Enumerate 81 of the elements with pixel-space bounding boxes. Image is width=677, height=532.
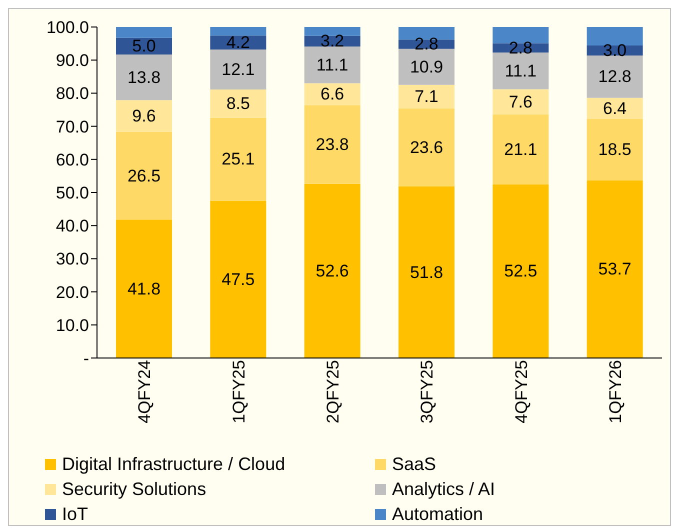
bar — [492, 114, 549, 184]
data-label: 11.1 — [316, 55, 348, 74]
x-tick-label: 1QFY25 — [229, 360, 248, 424]
data-label: 52.6 — [316, 261, 349, 280]
bar — [492, 184, 549, 358]
data-label: 18.5 — [598, 140, 632, 160]
bar — [492, 89, 549, 114]
data-label: 11.1 — [504, 61, 537, 80]
data-label: 6.6 — [320, 84, 344, 104]
data-label: 12.1 — [222, 60, 255, 80]
bar — [116, 100, 172, 132]
data-label: 41.8 — [127, 279, 161, 298]
bar — [116, 27, 172, 38]
data-label: 10.9 — [410, 57, 444, 76]
y-tick-label: 70.0 — [56, 117, 89, 136]
data-label: 47.5 — [222, 270, 255, 289]
bar — [492, 27, 549, 44]
y-tick-label: - — [83, 349, 89, 368]
data-label: 13.8 — [127, 68, 161, 87]
data-label: 21.1 — [504, 140, 538, 159]
data-label: 5.0 — [132, 36, 156, 56]
legend-label: Automation — [392, 504, 484, 525]
bar — [586, 119, 643, 180]
bar — [210, 200, 266, 358]
data-label: 7.6 — [508, 92, 532, 112]
data-label: 3.0 — [603, 41, 627, 60]
legend-label: Analytics / AI — [392, 479, 496, 500]
data-label: 53.7 — [598, 260, 632, 279]
y-tick-label: 20.0 — [56, 282, 89, 302]
x-tick-label: 4QFY24 — [135, 360, 154, 424]
bar — [586, 180, 643, 358]
y-tick-label: 50.0 — [56, 184, 89, 203]
bar — [398, 108, 454, 187]
data-label: 12.8 — [598, 67, 632, 86]
data-label: 23.6 — [410, 138, 444, 157]
data-label: 9.6 — [132, 106, 156, 126]
data-label: 6.4 — [603, 98, 627, 118]
bar — [210, 27, 266, 36]
data-label: 8.5 — [226, 94, 250, 114]
x-tick-label: 1QFY26 — [606, 360, 625, 424]
bar — [398, 48, 454, 85]
bar — [304, 27, 360, 36]
legend-label: IoT — [62, 504, 88, 525]
x-tick-label: 2QFY25 — [323, 360, 342, 424]
legend-label: Security Solutions — [62, 479, 206, 500]
data-label: 51.8 — [410, 262, 444, 282]
data-label: 7.1 — [414, 87, 438, 106]
bar — [116, 132, 172, 220]
data-label: 4.2 — [226, 33, 250, 52]
bar — [210, 50, 266, 90]
bar — [586, 98, 643, 120]
bar — [304, 184, 360, 358]
bar — [304, 46, 360, 84]
data-label: 26.5 — [127, 166, 161, 186]
data-label: 2.8 — [508, 38, 532, 58]
bar — [492, 52, 549, 90]
bar — [210, 118, 266, 201]
bar — [398, 186, 454, 358]
x-tick-label: 4QFY25 — [512, 360, 531, 424]
data-label: 25.1 — [222, 150, 255, 169]
bar — [116, 220, 172, 358]
y-tick-label: 60.0 — [56, 150, 89, 170]
y-tick-label: 10.0 — [56, 316, 89, 335]
y-tick-label: 30.0 — [56, 250, 89, 269]
x-tick-label: 3QFY25 — [418, 360, 437, 424]
data-label: 2.8 — [414, 34, 438, 54]
bar — [210, 90, 266, 118]
bar — [398, 84, 454, 108]
data-label: 23.8 — [316, 135, 349, 154]
y-tick-label: 40.0 — [56, 216, 89, 236]
bar — [586, 27, 643, 46]
data-label: 3.2 — [320, 32, 344, 51]
bar — [116, 54, 172, 100]
bar — [586, 55, 643, 98]
legend-label: Digital Infrastructure / Cloud — [62, 454, 286, 475]
data-label: 52.5 — [504, 262, 538, 281]
y-tick-label: 80.0 — [56, 84, 89, 104]
bar — [304, 105, 360, 184]
y-tick-label: 100.0 — [46, 18, 89, 38]
legend-label: SaaS — [392, 454, 436, 475]
y-tick-label: 90.0 — [56, 51, 89, 70]
